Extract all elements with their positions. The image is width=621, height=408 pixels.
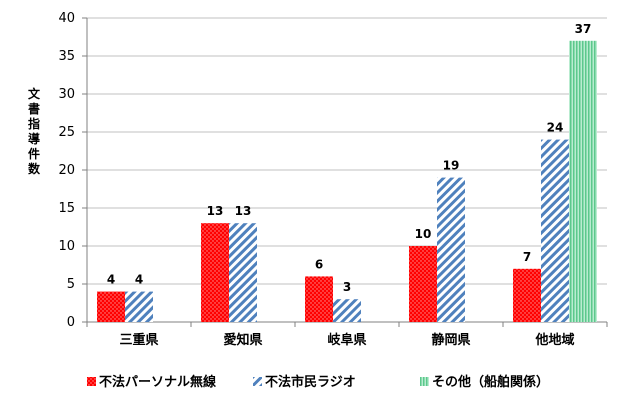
legend-swatch (87, 377, 96, 386)
data-label: 37 (575, 22, 592, 36)
bar (569, 40, 597, 323)
bar (97, 291, 125, 322)
bar (229, 223, 257, 322)
data-label: 13 (235, 204, 252, 218)
legend: 不法パーソナル無線 不法市民ラジオ その他（船舶関係） (87, 374, 549, 390)
bars (97, 40, 597, 323)
y-tick-label: 10 (58, 239, 75, 254)
data-label: 7 (523, 250, 531, 264)
y-tick-label: 20 (58, 163, 75, 178)
legend-swatch (253, 377, 262, 386)
bar (125, 291, 153, 322)
data-label: 3 (343, 280, 351, 294)
data-label: 4 (135, 273, 143, 287)
y-tick-label: 5 (67, 277, 75, 292)
data-label: 19 (443, 159, 460, 173)
y-tick-label: 35 (58, 49, 75, 64)
bar (409, 246, 437, 322)
bar (201, 223, 229, 322)
axes: 0 5 10 15 20 25 30 35 40 三重県 愛知県 岐阜県 静岡県 他地域 (58, 11, 608, 348)
y-axis-title: 文書指導件数 (28, 86, 41, 176)
x-category-label: 他地域 (534, 332, 574, 348)
data-label: 4 (107, 273, 115, 287)
legend-label: 不法市民ラジオ (265, 374, 356, 390)
y-tick-label: 25 (58, 125, 75, 140)
y-tick-label: 30 (58, 87, 75, 102)
legend-swatch (420, 377, 429, 386)
legend-label: 不法パーソナル無線 (99, 374, 217, 390)
y-tick-label: 0 (67, 315, 75, 330)
x-category-label: 岐阜県 (327, 332, 366, 348)
x-category-label: 愛知県 (223, 332, 262, 348)
bar (333, 299, 361, 322)
data-labels: 4 4 13 13 6 3 10 19 7 24 37 (107, 22, 592, 294)
bar (513, 268, 541, 322)
legend-label: その他（船舶関係） (432, 374, 549, 390)
data-label: 24 (547, 121, 564, 135)
x-category-label: 静岡県 (431, 332, 470, 348)
gridlines (87, 17, 607, 323)
bar (437, 177, 465, 322)
y-tick-label: 15 (58, 201, 75, 216)
x-category-label: 三重県 (119, 332, 158, 348)
bar (305, 276, 333, 322)
data-label: 10 (415, 227, 432, 241)
data-label: 13 (207, 204, 224, 218)
y-tick-label: 40 (58, 11, 75, 26)
bar (541, 139, 569, 322)
data-label: 6 (315, 257, 323, 271)
